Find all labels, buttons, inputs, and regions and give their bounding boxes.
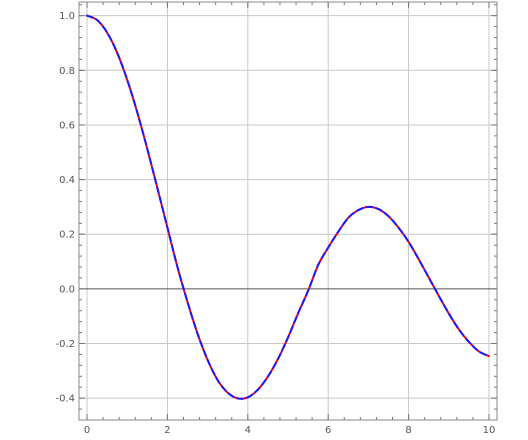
x-tick-label: 0 [84, 425, 90, 436]
x-tick-label: 2 [164, 425, 170, 436]
tick-labels: 0 2 4 6 8 10 -0.4 -0.2 0.0 0.2 0.4 0.6 0.8 1.0 [55, 11, 495, 436]
grid [79, 2, 497, 420]
y-tick-label: 0.8 [59, 66, 75, 77]
x-tick-label: 10 [483, 425, 496, 436]
y-tick-label: -0.4 [55, 394, 75, 405]
y-tick-label: 0.6 [59, 120, 75, 131]
series-group [86, 14, 490, 400]
axis-ticks [79, 2, 497, 420]
series-line-dashed [86, 14, 490, 400]
x-tick-label: 6 [325, 425, 331, 436]
y-tick-label: 0.2 [59, 230, 75, 241]
x-tick-label: 8 [405, 425, 411, 436]
x-tick-label: 4 [245, 425, 251, 436]
series-line-solid [86, 14, 490, 400]
plot-frame [78, 1, 498, 421]
y-tick-label: 0.4 [59, 175, 75, 186]
y-tick-label: 1.0 [59, 11, 75, 22]
y-tick-label: 0.0 [59, 284, 75, 295]
y-tick-label: -0.2 [55, 339, 75, 350]
